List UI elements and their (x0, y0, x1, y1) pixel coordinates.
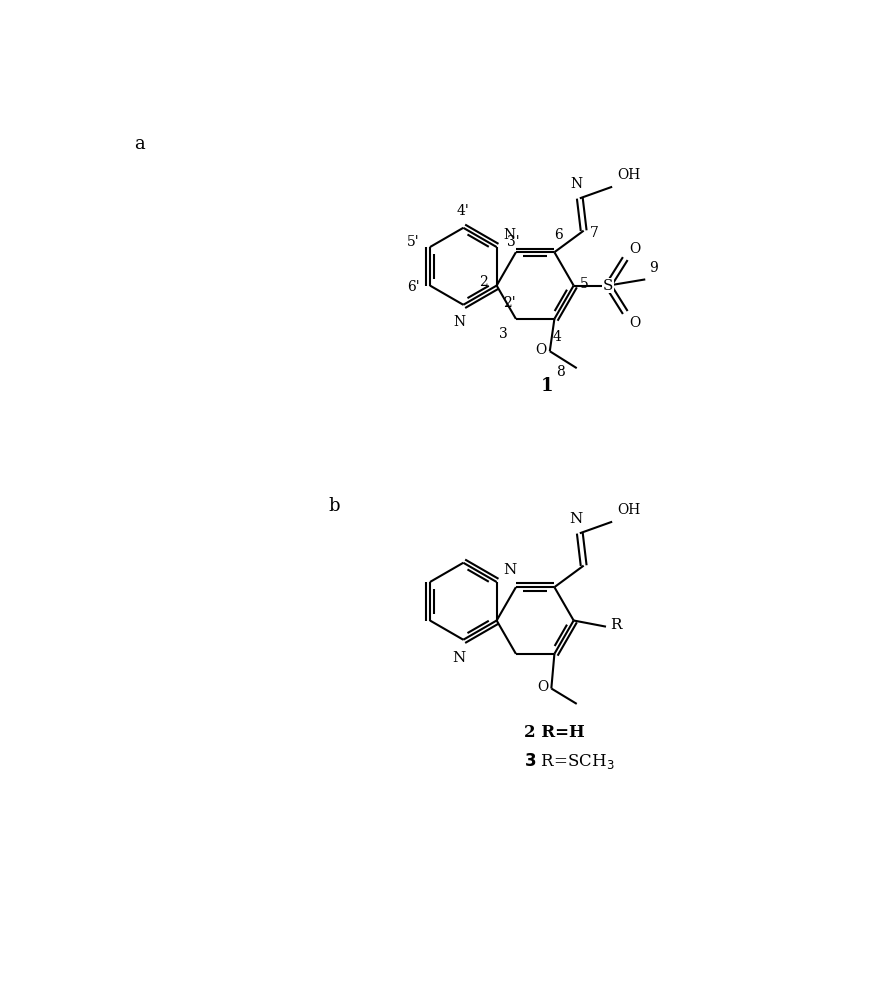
Text: R: R (610, 618, 622, 632)
Text: OH: OH (617, 503, 640, 517)
Text: N: N (570, 512, 583, 526)
Text: N: N (452, 651, 465, 665)
Text: 4': 4' (457, 204, 470, 218)
Text: 4: 4 (553, 330, 562, 344)
Text: b: b (329, 497, 340, 515)
Text: 6: 6 (554, 228, 563, 242)
Text: O: O (629, 242, 641, 256)
Text: O: O (535, 343, 547, 357)
Text: 7: 7 (590, 226, 599, 240)
Text: OH: OH (617, 168, 640, 182)
Text: 3': 3' (507, 235, 519, 249)
Text: O: O (537, 680, 548, 694)
Text: O: O (629, 316, 641, 330)
Text: S: S (603, 279, 613, 293)
Text: N: N (503, 563, 517, 577)
Text: 3: 3 (500, 327, 509, 341)
Text: N: N (454, 315, 465, 329)
Text: 2: 2 (478, 275, 487, 289)
Text: 2 R=H: 2 R=H (524, 724, 585, 741)
Text: 1: 1 (540, 377, 553, 395)
Text: 6': 6' (408, 280, 420, 294)
Text: 5': 5' (408, 235, 420, 249)
Text: 9: 9 (649, 261, 658, 275)
Text: $\mathbf{3}$ R=SCH$_3$: $\mathbf{3}$ R=SCH$_3$ (524, 751, 614, 771)
Text: N: N (570, 177, 582, 191)
Text: 8: 8 (556, 365, 564, 379)
Text: 2': 2' (503, 296, 516, 310)
Text: N: N (503, 228, 516, 242)
Text: 5: 5 (579, 277, 588, 291)
Text: a: a (135, 135, 145, 153)
